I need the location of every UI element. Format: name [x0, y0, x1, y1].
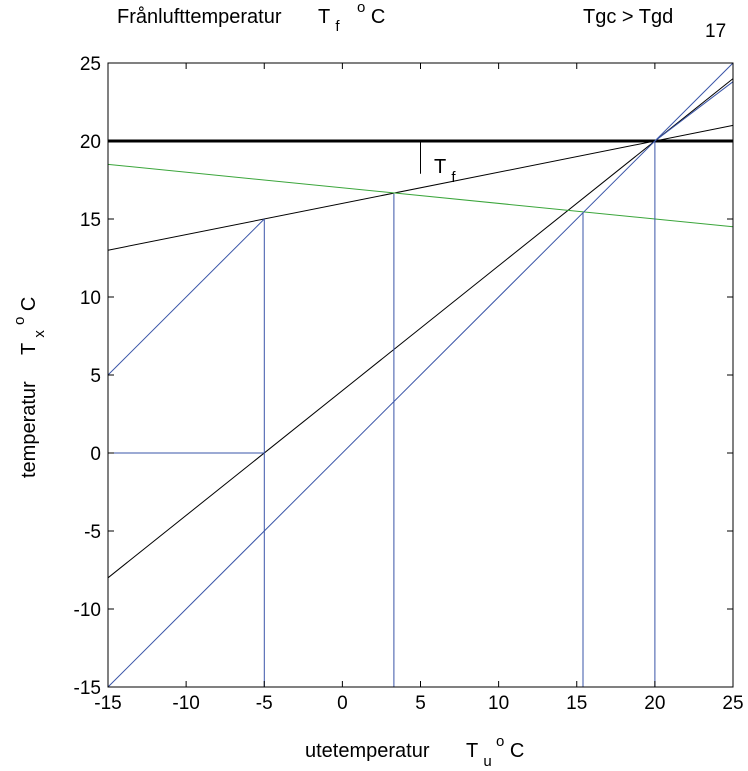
- x-tick-label: -5: [256, 693, 273, 714]
- x-tick-label: 25: [722, 693, 743, 714]
- y-tick-label: -15: [74, 678, 101, 699]
- y-tick-label: 20: [80, 132, 101, 153]
- series-lines: [107, 62, 734, 688]
- x-tick-label: 20: [644, 693, 665, 714]
- y-tick-label: -5: [84, 522, 101, 543]
- tick-marks: [107, 62, 734, 688]
- series-line-5: [107, 163, 734, 228]
- series-line-2: [107, 124, 734, 251]
- x-tick-label: 5: [415, 693, 426, 714]
- y-tick-label: 15: [80, 210, 101, 231]
- x-tick-label: -15: [94, 693, 121, 714]
- annotation-top-right: Tgc > Tgd: [583, 6, 673, 28]
- inner-label: T f: [434, 156, 456, 186]
- y-tick-label: -10: [74, 600, 101, 621]
- series-line-3: [107, 78, 734, 579]
- chart-title: Frånlufttemperatur T f o C: [117, 0, 385, 36]
- x-tick-labels: -15 -10 -5 0 5 10 15 20 25: [94, 693, 743, 714]
- y-tick-label: 25: [80, 54, 101, 75]
- x-axis-label: utetemperatur T u o C: [305, 729, 524, 771]
- x-tick-label: -10: [172, 693, 199, 714]
- y-tick-label: 5: [90, 366, 101, 387]
- series-line-8: [654, 81, 734, 142]
- y-tick-labels: -15 -10 -5 0 5 10 15 20 25: [74, 54, 101, 699]
- x-tick-label: 15: [566, 693, 587, 714]
- y-tick-label: 0: [90, 444, 101, 465]
- annotation-number: 17: [705, 21, 726, 42]
- x-tick-label: 0: [337, 693, 348, 714]
- y-tick-label: 10: [80, 288, 101, 309]
- series-line-6: [107, 62, 734, 688]
- series-line-7: [107, 218, 265, 376]
- y-axis-label: temperatur T x o C: [7, 297, 49, 478]
- x-tick-label: 10: [488, 693, 509, 714]
